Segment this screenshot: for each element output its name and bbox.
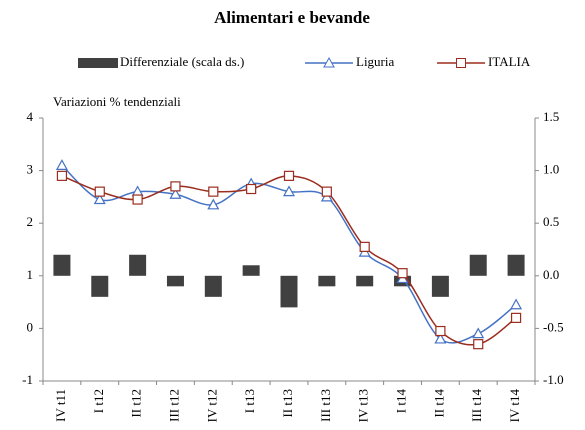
marker xyxy=(207,198,220,210)
marker xyxy=(510,298,523,310)
y2-tick-label: 0.5 xyxy=(543,214,559,229)
bar xyxy=(53,254,71,276)
legend-swatch xyxy=(78,58,118,68)
y-tick-label: -1 xyxy=(22,372,33,387)
y-tick-label: 2 xyxy=(27,214,34,229)
x-tick-label: III t12 xyxy=(166,389,181,422)
marker xyxy=(93,193,106,205)
x-tick-label: IV t14 xyxy=(507,389,522,423)
bar xyxy=(129,254,147,276)
x-tick-label: II t14 xyxy=(431,389,446,418)
x-tick-label: IV t12 xyxy=(204,389,219,422)
marker xyxy=(56,170,68,181)
marker xyxy=(473,339,484,350)
marker xyxy=(397,268,408,279)
bar xyxy=(431,275,449,297)
y-tick-label: 3 xyxy=(27,162,34,177)
marker xyxy=(208,186,219,197)
legend-label: Liguria xyxy=(356,54,394,69)
y2-tick-label: -1.0 xyxy=(543,372,564,387)
chart-title: Alimentari e bevande xyxy=(214,8,370,27)
marker xyxy=(435,325,446,337)
marker xyxy=(169,188,182,199)
y-tick-label: 0 xyxy=(27,319,34,334)
marker xyxy=(170,181,181,192)
x-tick-label: II t12 xyxy=(129,389,144,418)
y2-tick-label: 1.0 xyxy=(543,162,559,177)
legend-marker xyxy=(456,58,466,68)
x-tick-label: I t12 xyxy=(91,389,106,413)
marker xyxy=(321,186,332,197)
bar xyxy=(91,275,109,297)
x-tick-label: II t13 xyxy=(280,389,295,418)
y2-tick-label: 0.0 xyxy=(543,267,559,282)
x-tick-label: III t13 xyxy=(318,389,333,422)
legend-marker xyxy=(323,56,335,68)
bar xyxy=(166,275,184,287)
marker xyxy=(94,186,105,197)
bar xyxy=(356,275,374,287)
legend-label: ITALIA xyxy=(488,54,531,69)
bar xyxy=(242,265,260,276)
x-tick-label: I t13 xyxy=(242,389,257,413)
subtitle: Variazioni % tendenziali xyxy=(53,94,181,109)
y-tick-label: 4 xyxy=(27,109,34,124)
marker xyxy=(283,170,295,181)
y2-tick-label: 1.5 xyxy=(543,109,559,124)
bar xyxy=(507,254,525,276)
marker xyxy=(246,183,257,195)
marker xyxy=(132,194,143,205)
marker xyxy=(55,159,68,170)
marker xyxy=(282,185,296,197)
x-tick-label: IV t13 xyxy=(356,389,371,422)
bar xyxy=(318,275,336,287)
legend-label: Differenziale (scala ds.) xyxy=(120,54,244,69)
bar xyxy=(280,275,298,308)
y2-tick-label: -0.5 xyxy=(543,319,564,334)
marker xyxy=(359,241,370,252)
marker xyxy=(434,332,447,344)
bar xyxy=(469,254,487,276)
y-tick-label: 1 xyxy=(27,267,34,282)
bar xyxy=(204,275,222,297)
x-tick-label: III t14 xyxy=(469,389,484,422)
marker xyxy=(472,327,485,339)
marker xyxy=(510,312,522,323)
x-tick-label: I t14 xyxy=(394,389,409,414)
x-tick-label: IV t11 xyxy=(53,389,68,422)
